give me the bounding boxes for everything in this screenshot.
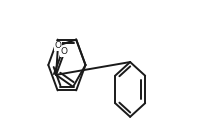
Text: O: O	[61, 47, 68, 56]
Text: O: O	[55, 41, 62, 50]
